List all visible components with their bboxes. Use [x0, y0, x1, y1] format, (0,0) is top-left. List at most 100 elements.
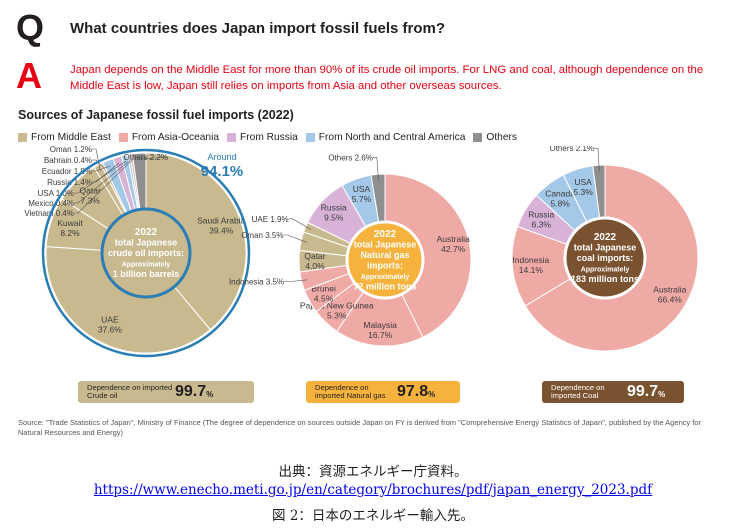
slice-label-russia: Russia [321, 202, 347, 212]
legend-label: From Middle East [31, 131, 111, 143]
leader-line-usa [74, 160, 126, 194]
slice-value-australia: 66.4% [658, 295, 683, 305]
legend-swatch [473, 132, 483, 142]
dependence-value: 97.8 [397, 383, 429, 400]
legend-swatch [118, 132, 128, 142]
slice-label-malaysia: Malaysia [363, 320, 397, 330]
legend-item-russia: From Russia [227, 132, 298, 143]
leader-line-others [372, 157, 379, 181]
legend-item-middle-east: From Middle East [18, 132, 111, 143]
callout-value: 94.1% [201, 163, 244, 180]
center-text-line: total Japanese [354, 240, 417, 250]
slice-value-uae: 37.6% [98, 324, 123, 334]
slice-value-indonesia: 14.1% [519, 265, 544, 275]
legend-label: From Asia-Oceania [131, 131, 220, 143]
center-text-line: 2022 [135, 227, 158, 238]
slice-value-russia: 6.3% [532, 219, 552, 229]
slice-label-qatar: Qatar [80, 186, 101, 196]
leader-line-others [139, 156, 169, 160]
slice-label-others: Others 2.6% [328, 153, 372, 162]
a-letter: A [16, 55, 42, 96]
legend: From Middle East From Asia-Oceania From … [18, 130, 525, 144]
slice-value-usa: 5.3% [573, 187, 593, 197]
q-letter: Q [16, 7, 45, 48]
center-text-line: 2022 [374, 229, 397, 240]
slice-label-oman: Oman 1.2% [50, 146, 92, 154]
slice-value-australia: 42.7% [441, 244, 466, 254]
legend-swatch [227, 132, 237, 142]
center-hole [345, 220, 425, 300]
slice-label-usa: USA 1.0% [38, 189, 74, 198]
legend-item-others: Others [473, 132, 517, 143]
center-hole [100, 207, 192, 299]
slice-label-russia: Russia [528, 209, 554, 219]
slice-label-uae: UAE [101, 314, 119, 324]
dependence-label: Dependence on imported Coal [551, 382, 605, 400]
slice-label-others: Others 2.2% [124, 153, 168, 162]
leader-line-mexico [74, 160, 130, 204]
slice-label-saudi-arabia: Saudi Arabia [197, 216, 245, 226]
legend-item-asia-oceania: From Asia-Oceania [118, 131, 220, 143]
middle-east-ring [41, 148, 251, 358]
callout-prefix: Around [207, 152, 236, 162]
dependence-label: Dependence on imported Crude oil [87, 382, 173, 400]
caption-source: 出典：資源エネルギー庁資料。 [278, 464, 468, 480]
dependence-unit: % [428, 390, 436, 399]
slice-label-oman: Oman 3.5% [241, 231, 283, 240]
slice-label-ecuador: Ecuador 1.8% [42, 167, 92, 176]
slice-label-indonesia: Indonesia 3.5% [229, 278, 284, 287]
dependence-unit: % [658, 390, 666, 399]
center-text-line: imports: [367, 261, 403, 271]
dependence-unit: % [206, 390, 214, 399]
legend-swatch [18, 132, 27, 142]
center-text-line: 2022 [594, 232, 617, 243]
source-note: Source: "Trade Statistics of Japan", Min… [18, 418, 702, 437]
center-text-line: total Japanese [115, 238, 178, 248]
slice-label-usa: USA [574, 177, 592, 187]
center-hole [563, 216, 647, 300]
slice-label-bahrain: Bahrain 0.4% [44, 156, 92, 165]
slice-label-australia: Australia [653, 285, 686, 295]
dependence-crude-oil: Dependence on imported Crude oil 99.7 % [78, 381, 254, 403]
slice-label-usa: USA [353, 184, 371, 194]
slice-label-qatar: Qatar [304, 251, 325, 261]
slice-label-kuwait: Kuwait [57, 218, 83, 228]
leader-line-ecuador [92, 165, 111, 172]
center-text-line: 183 million tons [571, 274, 639, 284]
center-text-line: Approximately [361, 274, 410, 281]
center-text-line: Natural gas [360, 250, 409, 260]
answer-text: Japan depends on the Middle East for mor… [70, 64, 704, 92]
slice-label-uae: UAE 1.9% [252, 215, 289, 224]
legend-label: Others [486, 131, 517, 143]
leader-line-oman [92, 148, 101, 171]
center-text-line: Approximately [581, 267, 630, 274]
center-text-line: coal imports: [577, 253, 634, 263]
leader-line-russia [92, 162, 120, 183]
center-text-line: crude oil imports: [108, 248, 184, 258]
slice-value-kuwait: 8.2% [60, 228, 80, 238]
center-text-line: 72 million tons [353, 282, 416, 292]
slice-label-australia: Australia [437, 234, 470, 244]
slice-label-others: Others 2.1% [549, 146, 593, 153]
leader-line-oman [283, 234, 308, 243]
slice-label-brunei: Brunei [311, 284, 336, 294]
legend-item-north-america: From North and Central America [305, 131, 466, 143]
dependence-natural-gas: Dependence on imported Natural gas 97.8 … [306, 381, 460, 403]
leader-line-indonesia [284, 279, 308, 283]
center-text-line: 1 billion barrels [113, 269, 180, 279]
slice-label-mexico: Mexico 0.4% [28, 199, 74, 208]
slice-value-saudi-arabia: 39.4% [209, 226, 234, 236]
dependence-value: 99.7 [175, 383, 207, 400]
slice-value-papua-new-guinea: 5.3% [327, 311, 347, 321]
source-link[interactable]: https://www.enecho.meti.go.jp/en/categor… [93, 482, 653, 498]
slice-label-vietnam: Vietnam 0.4% [24, 209, 74, 218]
question-heading: What countries does Japan import fossil … [70, 20, 446, 37]
legend-label: From North and Central America [318, 131, 466, 143]
caption-figure: 図 2：日本のエネルギー輸入先。 [272, 508, 474, 524]
slice-value-malaysia: 16.7% [368, 330, 393, 340]
slice-label-indonesia: Indonesia [512, 255, 549, 265]
